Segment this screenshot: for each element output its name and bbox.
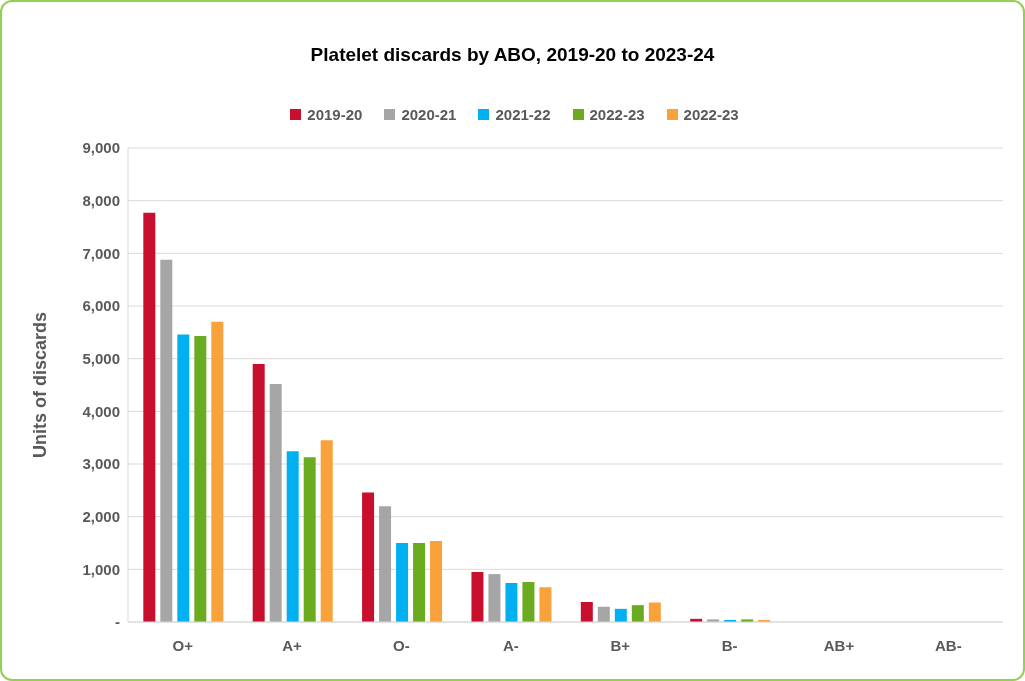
html-text:2021-22: 2021-22 bbox=[495, 106, 551, 123]
svg-text:3,000: 3,000 bbox=[82, 455, 120, 472]
svg-text:7,000: 7,000 bbox=[82, 245, 120, 262]
svg-text:AB-: AB- bbox=[935, 637, 962, 654]
svg-text:5,000: 5,000 bbox=[82, 350, 120, 367]
svg-text:A+: A+ bbox=[282, 637, 302, 654]
svg-text:9,000: 9,000 bbox=[82, 139, 120, 156]
html-text:2022-23: 2022-23 bbox=[683, 106, 739, 123]
html-text:Platelet discards by ABO, 2019: Platelet discards by ABO, 2019-20 to 202… bbox=[310, 44, 715, 65]
html-text:2020-21: 2020-21 bbox=[401, 106, 457, 123]
svg-text:B-: B- bbox=[722, 637, 738, 654]
svg-text:Units of discards: Units of discards bbox=[30, 312, 50, 458]
svg-text:8,000: 8,000 bbox=[82, 192, 120, 209]
svg-text:1,000: 1,000 bbox=[82, 561, 120, 578]
svg-text:2,000: 2,000 bbox=[82, 508, 120, 525]
svg-text:6,000: 6,000 bbox=[82, 297, 120, 314]
html-text:2022-23: 2022-23 bbox=[589, 106, 645, 123]
svg-text:O-: O- bbox=[393, 637, 410, 654]
svg-text:4,000: 4,000 bbox=[82, 403, 120, 420]
svg-text:A-: A- bbox=[503, 637, 519, 654]
svg-text:O+: O+ bbox=[172, 637, 193, 654]
svg-text:B+: B+ bbox=[610, 637, 630, 654]
svg-text:AB+: AB+ bbox=[824, 637, 855, 654]
html-text:2019-20: 2019-20 bbox=[307, 106, 363, 123]
svg-text:-: - bbox=[115, 613, 120, 630]
